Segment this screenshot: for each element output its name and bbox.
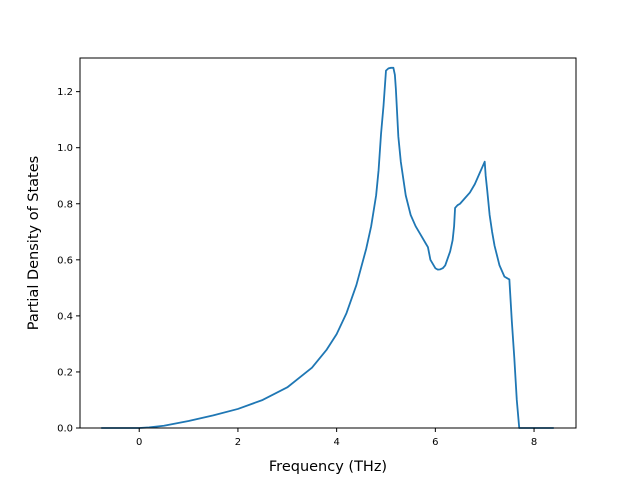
y-tick-label: 0.6 — [57, 255, 73, 266]
y-tick-label: 0.0 — [57, 424, 73, 435]
x-axis-ticks: 0 2 4 6 8 — [136, 428, 537, 448]
y-axis-label: Partial Density of States — [26, 156, 42, 330]
x-tick-label: 8 — [531, 437, 537, 448]
x-tick-label: 0 — [136, 437, 142, 448]
y-tick-label: 1.2 — [57, 87, 73, 98]
y-tick-label: 0.2 — [57, 367, 73, 378]
y-axis-ticks: 0.0 0.2 0.4 0.6 0.8 1.0 1.2 — [57, 87, 80, 435]
x-axis-label: Frequency (THz) — [269, 459, 387, 475]
series-line-0 — [101, 66, 554, 429]
y-tick-label: 0.8 — [57, 199, 73, 210]
x-tick-label: 2 — [235, 437, 241, 448]
x-tick-label: 4 — [333, 437, 339, 448]
y-tick-label: 0.4 — [57, 311, 73, 322]
plot-area — [80, 58, 576, 428]
series-layer — [101, 66, 554, 429]
plot-frame — [79, 57, 577, 429]
x-tick-label: 6 — [432, 437, 438, 448]
y-tick-label: 1.0 — [57, 143, 73, 154]
